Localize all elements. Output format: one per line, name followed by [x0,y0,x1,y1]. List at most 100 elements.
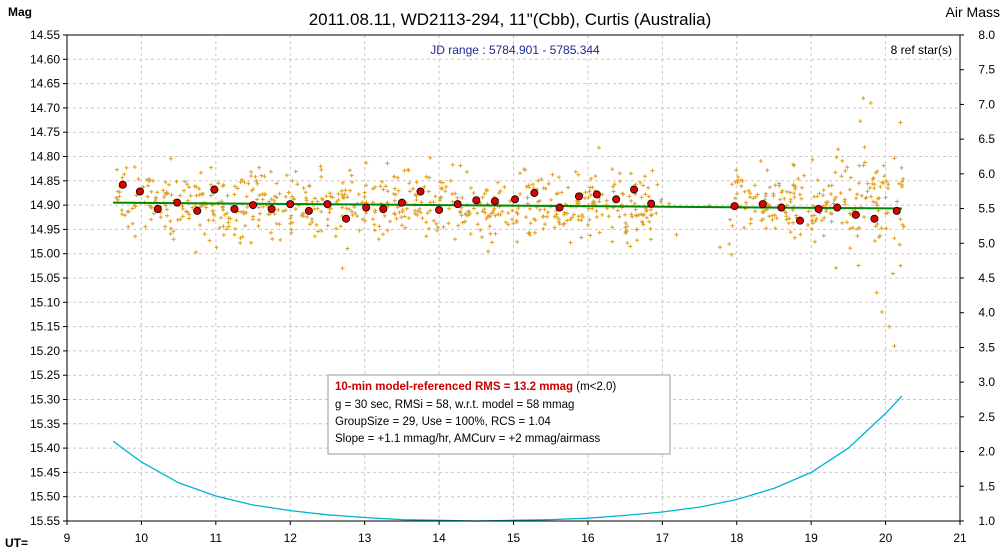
x-axis-ticks: 9 10 11 12 13 14 15 16 17 18 19 20 21 [64,521,967,545]
y-tick-label: 15.40 [30,441,60,455]
x-tick-label: 14 [432,531,446,545]
y-tick-label: 14.65 [30,77,60,91]
y-tick-label: 15.45 [30,465,60,479]
y-tick-label: 14.85 [30,174,60,188]
x-tick-label: 9 [64,531,71,545]
y-tick-label: 14.95 [30,222,60,236]
y2-tick-label: 2.0 [978,445,995,459]
binned-mean-point [833,203,842,212]
stats-box: 10-min model-referenced RMS = 13.2 mmag … [327,374,671,455]
binned-means [118,180,901,225]
stats-line-2: g = 30 sec, RMSi = 58, w.r.t. model = 58… [335,399,574,411]
air-mass-line [112,395,903,522]
y-tick-label: 14.80 [30,150,60,164]
x-tick-label: 13 [358,531,372,545]
stats-box-frame [327,374,671,455]
x-tick-label: 19 [804,531,818,545]
x-tick-label: 12 [284,531,298,545]
x-tick-label: 11 [210,531,223,545]
binned-mean-point [379,204,388,213]
binned-mean-point [435,205,444,214]
x-axis-label: UT= [5,536,28,550]
x-tick-label: 21 [953,531,967,545]
y2-tick-label: 4.5 [978,271,995,285]
binned-mean-point [730,202,739,211]
x-tick-label: 18 [730,531,744,545]
y-axis-left-label: Mag [8,5,32,19]
y-tick-label: 15.50 [30,490,60,504]
stats-line-4: Slope = +1.1 mmag/hr, AMCurv = +2 mmag/a… [335,433,601,445]
y-tick-label: 15.25 [30,368,60,382]
raw-measurement-crosses [114,96,906,348]
y2-tick-label: 7.0 [978,97,995,111]
binned-mean-point [210,185,219,194]
y2-tick-label: 8.0 [978,28,995,42]
binned-mean-point [453,200,462,209]
binned-mean-point [892,206,901,215]
y-tick-label: 15.20 [30,344,60,358]
binned-mean-point [193,206,202,215]
air-mass-curve [112,395,903,522]
y-axis-right-ticks: 8.0 7.5 7.0 6.5 6.0 5.5 5.0 4.5 4.0 3.5 3.0 2.5 2.0 1… [960,28,995,528]
binned-mean-point [870,214,879,223]
y2-tick-label: 1.5 [978,479,995,493]
binned-mean-point [118,180,127,189]
binned-mean-point [612,195,621,204]
y-tick-label: 14.60 [30,52,60,66]
jd-range-text: JD range : 5784.901 - 5785.344 [430,43,600,57]
stats-line-3: GroupSize = 29, Use = 100%, RCS = 1.04 [335,416,551,428]
y-tick-label: 15.00 [30,247,60,261]
y-tick-label: 14.70 [30,101,60,115]
binned-mean-point [814,204,823,213]
binned-mean-point [230,204,239,213]
binned-mean-point [796,216,805,225]
stats-rms-value: 10-min model-referenced RMS = 13.2 mmag [335,381,573,393]
binned-mean-point [323,200,332,209]
y-tick-label: 15.15 [30,320,60,334]
binned-mean-point [777,203,786,212]
stats-line-1: 10-min model-referenced RMS = 13.2 mmag … [335,381,616,393]
binned-mean-point [267,204,276,213]
raw-measurements [114,96,906,348]
binned-mean-point [472,196,481,205]
x-tick-label: 10 [135,531,149,545]
y-tick-label: 14.90 [30,198,60,212]
y2-tick-label: 6.0 [978,167,995,181]
model-fit-line [113,201,902,210]
x-tick-label: 16 [581,531,595,545]
stats-rms-condition: (m<2.0) [573,381,616,393]
binned-mean-point [304,206,313,215]
binned-mean-point [153,204,162,213]
y2-tick-label: 3.0 [978,375,995,389]
ref-star-count: 8 ref star(s) [891,43,952,57]
y-axis-right-label: Air Mass [946,4,1000,20]
y-tick-label: 15.55 [30,514,60,528]
binned-mean-point [342,214,351,223]
y2-tick-label: 4.0 [978,306,995,320]
binned-mean-point [555,203,564,212]
binned-mean-point [510,195,519,204]
binned-mean-point [592,190,601,199]
binned-mean-point [530,188,539,197]
x-tick-label: 15 [507,531,521,545]
binned-mean-point [249,201,258,210]
y-tick-label: 15.35 [30,417,60,431]
x-tick-label: 20 [879,531,893,545]
binned-mean-point [851,210,860,219]
y2-tick-label: 2.5 [978,410,995,424]
y-tick-label: 15.30 [30,393,60,407]
y-tick-label: 15.05 [30,271,60,285]
binned-mean-point [135,187,144,196]
binned-mean-point [397,198,406,207]
y2-tick-label: 6.5 [978,132,995,146]
y-axis-left-ticks: 14.55 14.60 14.65 14.70 14.75 14.80 14.85 14.90… [30,28,67,528]
binned-mean-point [416,187,425,196]
binned-mean-point [574,192,583,201]
binned-mean-point [758,200,767,209]
binned-mean-point [647,199,656,208]
chart-title: 2011.08.11, WD2113-294, 11"(Cbb), Curtis… [309,10,712,29]
binned-mean-point [490,197,499,206]
y-tick-label: 14.55 [30,28,60,42]
